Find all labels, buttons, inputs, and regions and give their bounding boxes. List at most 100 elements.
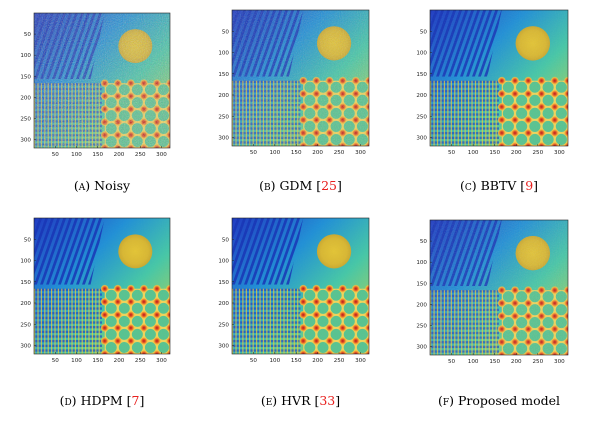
x-tick-label: 100 bbox=[468, 150, 479, 156]
result-image: 50 100 150 200 250 300 50 100 150 200 250 300 bbox=[416, 9, 569, 156]
y-tick-label: 250 bbox=[218, 322, 229, 328]
x-tick-label: 100 bbox=[468, 359, 479, 365]
axes: 50 100 150 200 250 300 50 100 150 200 250 300 bbox=[416, 9, 569, 156]
y-tick-label: 100 bbox=[218, 51, 229, 57]
y-tick-label: 150 bbox=[218, 280, 229, 286]
result-image: 50 100 150 200 250 300 50 100 150 200 250 300 bbox=[218, 217, 370, 364]
x-tick-label: 250 bbox=[532, 359, 543, 365]
y-tick-label: 200 bbox=[416, 93, 427, 99]
y-tick-label: 200 bbox=[20, 95, 31, 101]
citation-link[interactable]: 33 bbox=[319, 393, 336, 408]
x-tick-label: 150 bbox=[489, 150, 500, 156]
result-image: 50 100 150 200 250 300 50 100 150 200 250 300 bbox=[416, 219, 569, 365]
y-tick-label: 100 bbox=[416, 51, 427, 57]
x-tick-label: 250 bbox=[135, 358, 146, 364]
x-tick-label: 300 bbox=[156, 358, 167, 364]
y-tick-label: 250 bbox=[218, 114, 229, 120]
y-tick-label: 200 bbox=[20, 301, 31, 307]
x-tick-label: 150 bbox=[92, 152, 103, 158]
caption-bracket: ] bbox=[139, 393, 145, 408]
x-tick-label: 100 bbox=[269, 358, 280, 364]
caption-c: (c) BBTV [9] bbox=[399, 178, 595, 193]
x-tick-label: 250 bbox=[334, 150, 345, 156]
caption-bracket: ] bbox=[335, 393, 341, 408]
x-tick-label: 50 bbox=[448, 359, 456, 365]
caption-f: (f) Proposed model bbox=[399, 393, 595, 408]
y-tick-label: 150 bbox=[416, 281, 427, 287]
y-tick-label: 250 bbox=[20, 116, 31, 122]
result-image: 50 100 150 200 250 300 50 100 150 200 250 300 bbox=[218, 9, 370, 156]
y-tick-label: 300 bbox=[20, 344, 31, 350]
x-tick-label: 50 bbox=[250, 358, 258, 364]
y-tick-label: 250 bbox=[416, 114, 427, 120]
y-tick-label: 50 bbox=[420, 239, 428, 245]
image-area bbox=[430, 220, 568, 355]
citation-link[interactable]: 7 bbox=[131, 393, 140, 408]
y-tick-label: 300 bbox=[218, 344, 229, 350]
y-tick-label: 150 bbox=[20, 74, 31, 80]
caption-letter: (e) bbox=[260, 393, 278, 408]
x-tick-label: 250 bbox=[135, 152, 146, 158]
x-tick-label: 250 bbox=[334, 358, 345, 364]
x-tick-label: 100 bbox=[269, 150, 280, 156]
x-tick-label: 50 bbox=[52, 152, 60, 158]
caption-b: (b) GDM [25] bbox=[201, 178, 401, 193]
axes: 50 100 150 200 250 300 50 100 150 200 250 300 bbox=[218, 217, 370, 364]
caption-name: BBTV [ bbox=[480, 178, 526, 193]
caption-bracket: ] bbox=[337, 178, 342, 193]
caption-name: GDM [ bbox=[279, 178, 322, 193]
y-tick-label: 300 bbox=[416, 136, 427, 142]
y-tick-label: 50 bbox=[24, 237, 32, 243]
y-tick-label: 50 bbox=[24, 32, 32, 38]
y-tick-label: 150 bbox=[20, 280, 31, 286]
x-tick-label: 300 bbox=[355, 358, 366, 364]
image-area bbox=[232, 218, 369, 354]
y-tick-label: 250 bbox=[20, 322, 31, 328]
x-tick-label: 150 bbox=[92, 358, 103, 364]
caption-letter: (c) bbox=[459, 178, 477, 193]
y-tick-label: 50 bbox=[222, 237, 230, 243]
image-area bbox=[34, 218, 170, 354]
y-tick-label: 200 bbox=[218, 93, 229, 99]
citation-link[interactable]: 9 bbox=[525, 178, 534, 193]
y-tick-label: 100 bbox=[20, 53, 31, 59]
y-tick-label: 100 bbox=[20, 259, 31, 265]
x-tick-label: 300 bbox=[355, 150, 366, 156]
x-tick-label: 100 bbox=[71, 152, 82, 158]
y-tick-label: 200 bbox=[416, 302, 427, 308]
caption-name: Noisy bbox=[94, 178, 131, 193]
y-tick-label: 50 bbox=[222, 29, 230, 35]
y-tick-label: 100 bbox=[218, 259, 229, 265]
y-tick-label: 100 bbox=[416, 260, 427, 266]
axes: 50 100 150 200 250 300 50 100 150 200 250 300 bbox=[20, 217, 171, 364]
x-tick-label: 200 bbox=[114, 152, 125, 158]
image-area bbox=[232, 10, 369, 146]
x-tick-label: 300 bbox=[554, 359, 565, 365]
x-tick-label: 250 bbox=[532, 150, 543, 156]
caption-name: HVR [ bbox=[281, 393, 320, 408]
caption-name: Proposed model bbox=[457, 393, 560, 408]
x-tick-label: 150 bbox=[489, 359, 500, 365]
caption-name: HDPM [ bbox=[80, 393, 132, 408]
y-tick-label: 300 bbox=[218, 136, 229, 142]
caption-e: (e) HVR [33] bbox=[201, 393, 401, 408]
x-tick-label: 200 bbox=[511, 150, 522, 156]
caption-letter: (d) bbox=[59, 393, 77, 408]
caption-letter: (a) bbox=[73, 178, 91, 193]
citation-link[interactable]: 25 bbox=[321, 178, 338, 193]
x-tick-label: 100 bbox=[71, 358, 82, 364]
x-tick-label: 150 bbox=[291, 150, 302, 156]
y-tick-label: 150 bbox=[416, 72, 427, 78]
axes: 50 100 150 200 250 300 50 100 150 200 250 300 bbox=[20, 12, 171, 158]
caption-letter: (b) bbox=[259, 178, 276, 193]
result-image: 50 100 150 200 250 300 50 100 150 200 250 300 bbox=[20, 217, 171, 364]
x-tick-label: 300 bbox=[554, 150, 565, 156]
x-tick-label: 200 bbox=[114, 358, 125, 364]
x-tick-label: 200 bbox=[511, 359, 522, 365]
image-area bbox=[430, 10, 568, 146]
y-tick-label: 150 bbox=[218, 72, 229, 78]
x-tick-label: 150 bbox=[291, 358, 302, 364]
x-tick-label: 50 bbox=[52, 358, 60, 364]
caption-d: (d) HDPM [7] bbox=[2, 393, 202, 408]
x-tick-label: 50 bbox=[448, 150, 456, 156]
